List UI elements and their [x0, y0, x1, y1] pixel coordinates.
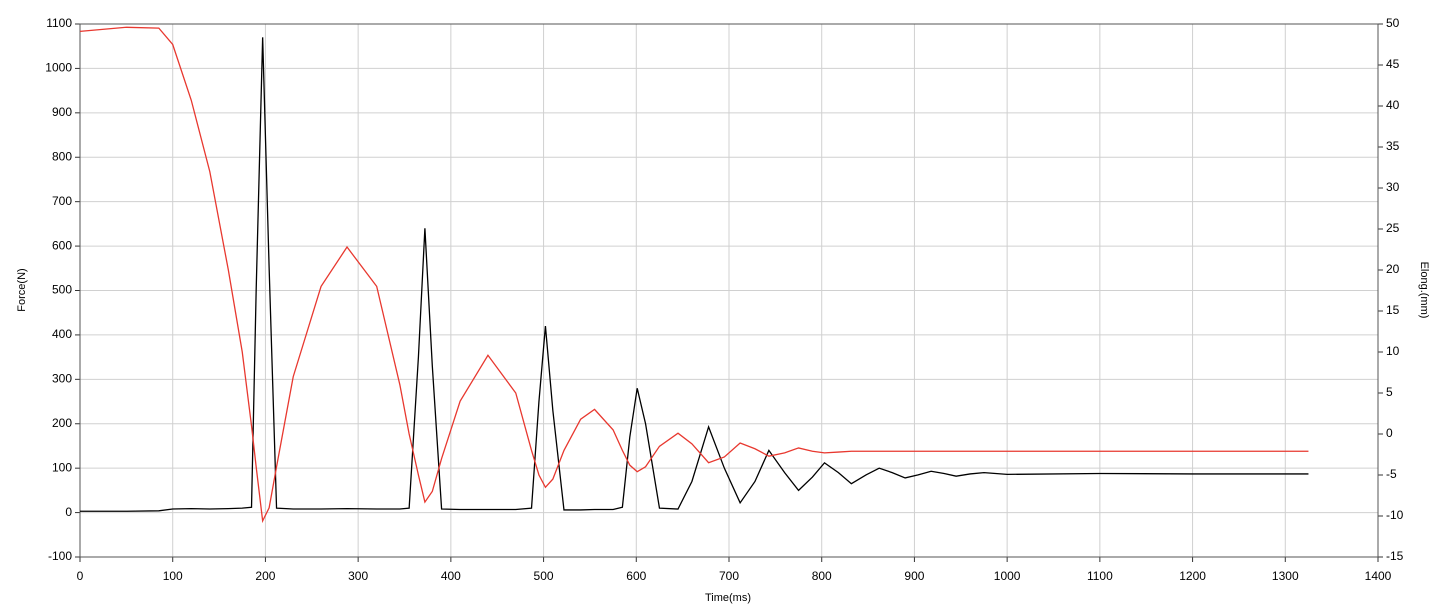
y2-tick-label: 10 — [1386, 344, 1400, 358]
y-tick-label: 0 — [65, 505, 72, 519]
x-tick-label: 900 — [904, 569, 924, 583]
y2-tick-label: 25 — [1386, 221, 1400, 235]
y-tick-label: -100 — [48, 549, 72, 563]
y2-tick-label: 30 — [1386, 180, 1400, 194]
x-tick-label: 200 — [255, 569, 275, 583]
data-line — [79, 26, 1309, 524]
y-tick-label: 400 — [52, 327, 72, 341]
y-tick-label: 1100 — [46, 16, 72, 30]
y2-tick-label: 40 — [1386, 98, 1400, 112]
x-tick-label: 700 — [719, 569, 739, 583]
y-tick-label: 300 — [52, 372, 72, 386]
x-tick-label: 800 — [812, 569, 832, 583]
x-tick-label: 1400 — [1365, 569, 1392, 583]
y-axis-label: Force(N) — [16, 268, 28, 311]
y-tick-label: 100 — [52, 460, 72, 474]
y-tick-label: 700 — [52, 194, 72, 208]
x-tick-label: 300 — [348, 569, 368, 583]
y2-tick-label: 20 — [1386, 262, 1400, 276]
y2-tick-label: 0 — [1386, 426, 1393, 440]
x-tick-label: 400 — [441, 569, 461, 583]
x-tick-label: 1100 — [1087, 569, 1113, 583]
y2-tick-label: 15 — [1386, 303, 1400, 317]
y2-tick-label: 35 — [1386, 139, 1400, 153]
data-line — [80, 37, 1309, 512]
y-tick-label: 900 — [52, 105, 72, 119]
y-tick-label: 200 — [52, 416, 72, 430]
x-tick-label: 1200 — [1179, 569, 1206, 583]
y2-tick-label: -10 — [1386, 508, 1404, 522]
x-tick-label: 0 — [77, 569, 84, 583]
y-tick-label: 800 — [52, 149, 72, 163]
y-tick-label: 1000 — [45, 61, 72, 75]
y2-tick-label: 5 — [1386, 385, 1393, 399]
y2-tick-label: -5 — [1386, 467, 1397, 481]
plot-frame — [79, 23, 1379, 558]
x-tick-label: 1000 — [994, 569, 1021, 583]
y2-tick-label: 50 — [1386, 16, 1400, 30]
y-tick-label: 500 — [52, 283, 72, 297]
x-axis-label: Time(ms) — [705, 592, 751, 604]
x-tick-label: 1300 — [1272, 569, 1299, 583]
y-tick-label: 600 — [52, 238, 72, 252]
x-tick-label: 100 — [163, 569, 183, 583]
x-tick-label: 600 — [626, 569, 646, 583]
x-tick-label: 500 — [534, 569, 554, 583]
y2-tick-label: 45 — [1386, 57, 1400, 71]
y2-tick-label: -15 — [1386, 549, 1404, 563]
y2-axis-label: Elong.(mm) — [1418, 262, 1430, 319]
